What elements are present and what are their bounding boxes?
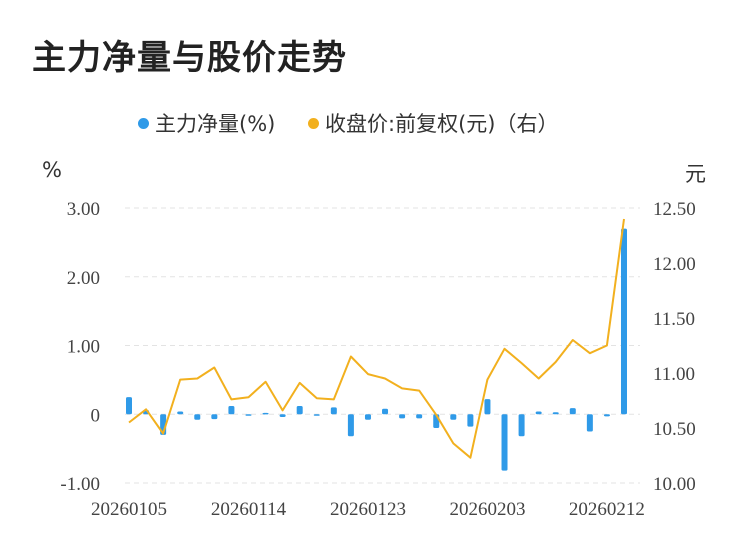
x-tick-label: 20260114 (211, 499, 287, 520)
net-flow-bar (347, 414, 354, 437)
net-flow-bar (484, 399, 491, 415)
y-right-tick-label: 12.00 (653, 254, 696, 275)
net-flow-bar (228, 406, 235, 415)
legend-dot-icon (308, 117, 319, 129)
legend: 主力净量(%) 收盘价:前复权(元)（右） (0, 108, 750, 142)
left-axis-unit: % (42, 158, 62, 182)
y-left-tick-label: 0 (91, 405, 101, 426)
net-flow-bar (126, 397, 132, 415)
net-flow-bar (262, 412, 269, 415)
legend-dot-icon (138, 117, 149, 129)
chart-title: 主力净量与股价走势 (32, 38, 347, 78)
net-flow-bar (194, 414, 201, 420)
close-price-line (128, 218, 625, 459)
net-flow-bar (501, 414, 508, 471)
net-flow-bar (586, 414, 593, 432)
net-flow-bar (313, 414, 320, 416)
net-flow-bar (177, 411, 184, 415)
net-flow-bar (382, 408, 389, 415)
net-flow-bar (416, 414, 423, 419)
y-right-tick-label: 11.50 (653, 309, 695, 330)
y-right-tick-label: 12.50 (653, 199, 696, 220)
y-right-tick-label: 10.00 (653, 474, 696, 495)
net-flow-bar (603, 414, 610, 417)
net-flow-bar (399, 414, 406, 419)
right-axis-unit: 元 (685, 162, 706, 186)
net-flow-bar (569, 408, 576, 415)
net-flow-bar (552, 412, 559, 415)
x-tick-label: 20260105 (91, 499, 167, 520)
x-tick-label: 20260123 (330, 499, 406, 520)
net-flow-bar (330, 407, 337, 415)
x-tick-label: 20260203 (449, 499, 525, 520)
y-left-tick-label: -1.00 (60, 474, 100, 495)
net-flow-bar (364, 414, 371, 420)
legend-item-close-price[interactable]: 收盘价:前复权(元)（右） (308, 108, 558, 138)
y-right-tick-label: 11.00 (653, 364, 695, 385)
net-flow-bar (211, 414, 218, 420)
net-flow-bar (535, 411, 542, 415)
x-tick-label: 20260212 (569, 499, 645, 520)
net-flow-bar (296, 406, 303, 415)
net-flow-bar (450, 414, 457, 420)
legend-label-close-price: 收盘价:前复权(元)（右） (325, 112, 559, 136)
legend-label-net-flow: 主力净量(%) (155, 112, 276, 136)
y-left-tick-label: 3.00 (67, 199, 100, 220)
net-flow-bar (245, 414, 252, 416)
legend-item-net-flow[interactable]: 主力净量(%) (138, 108, 275, 138)
net-flow-bar (279, 414, 286, 417)
y-left-tick-label: 2.00 (67, 268, 100, 289)
net-flow-bar (467, 414, 474, 427)
y-left-tick-label: 1.00 (67, 337, 100, 358)
net-flow-bar (621, 228, 627, 415)
net-flow-bar (518, 414, 525, 437)
y-right-tick-label: 10.50 (653, 419, 696, 440)
